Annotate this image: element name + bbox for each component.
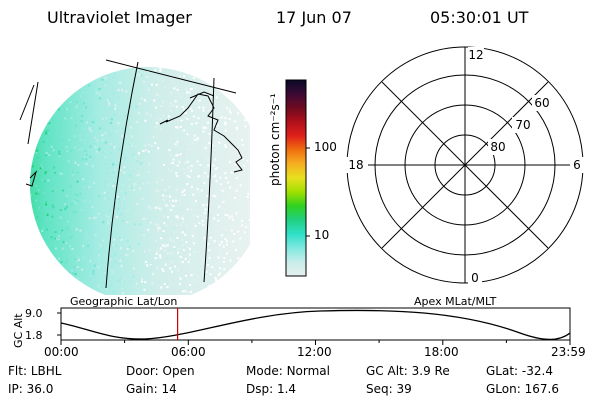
info-glat: GLat: -32.4	[486, 364, 553, 378]
info-gc-alt-value: 3.9 Re	[411, 364, 450, 378]
timeline-y-tick-max: 9.0	[25, 307, 43, 320]
mlt-label-6: 6	[573, 158, 581, 172]
info-glon-value: 167.6	[524, 382, 559, 396]
observation-date: 17 Jun 07	[276, 8, 352, 27]
info-glon-key: GLon:	[486, 382, 521, 396]
info-ip-key: IP:	[8, 382, 23, 396]
lat-label-80: 80	[490, 140, 505, 154]
info-mode: Mode: Normal	[246, 364, 330, 378]
coastline	[25, 91, 243, 187]
colorbar-tick-10: 10	[314, 228, 330, 242]
info-dsp: Dsp: 1.4	[246, 382, 296, 396]
polar-plot: 12 18 6 0 60 70 80	[346, 46, 584, 285]
info-flt-value: LBHL	[30, 364, 62, 378]
timeline-x-tick-2359: 23:59	[551, 345, 586, 359]
timeline-x-tick-0600: 06:00	[171, 345, 206, 359]
uvi-image	[19, 59, 250, 295]
info-mode-value: Normal	[286, 364, 330, 378]
info-ip-value: 36.0	[26, 382, 54, 396]
geo-grid-label: Geographic Lat/Lon	[70, 295, 178, 308]
info-glat-key: GLat:	[486, 364, 519, 378]
apex-grid-label: Apex MLat/MLT	[414, 295, 497, 308]
timeline-x-tick-1800: 18:00	[424, 345, 459, 359]
info-gain-value: 14	[161, 382, 177, 396]
mlt-label-18: 18	[348, 158, 363, 172]
mlt-label-0: 0	[471, 271, 479, 285]
timeline-x-tick-1200: 12:00	[297, 345, 332, 359]
colorbar-tick-100: 100	[314, 140, 337, 154]
timeline-y-tick-min: 1.8	[25, 329, 43, 342]
timeline-x-tick-0000: 00:00	[44, 345, 79, 359]
info-flt: Flt: LBHL	[8, 364, 61, 378]
info-glon: GLon: 167.6	[486, 382, 559, 396]
info-ip: IP: 36.0	[8, 382, 53, 396]
altitude-timeline	[57, 307, 571, 345]
info-door: Door: Open	[126, 364, 195, 378]
info-seq-key: Seq:	[366, 382, 393, 396]
geo-grid	[19, 59, 237, 289]
info-dsp-key: Dsp:	[246, 382, 274, 396]
observation-time: 05:30:01 UT	[430, 8, 529, 27]
info-gain: Gain: 14	[126, 382, 177, 396]
mlt-label-12: 12	[468, 48, 483, 62]
info-door-value: Open	[162, 364, 195, 378]
instrument-title: Ultraviolet Imager	[47, 8, 192, 27]
timeline-y-label: GC Alt	[12, 313, 25, 348]
colorbar	[285, 79, 310, 277]
info-seq-value: 39	[396, 382, 412, 396]
altitude-curve	[60, 309, 571, 341]
info-door-key: Door:	[126, 364, 159, 378]
colorbar-unit-label: photon cm⁻²s⁻¹	[268, 93, 282, 186]
info-gain-key: Gain:	[126, 382, 158, 396]
info-flt-key: Flt:	[8, 364, 27, 378]
info-gc-alt: GC Alt: 3.9 Re	[366, 364, 450, 378]
uvi-disk	[30, 67, 250, 295]
info-gc-alt-key: GC Alt:	[366, 364, 408, 378]
info-glat-value: -32.4	[521, 364, 553, 378]
info-dsp-value: 1.4	[276, 382, 297, 396]
lat-label-70: 70	[515, 118, 530, 132]
info-seq: Seq: 39	[366, 382, 412, 396]
lat-label-60: 60	[534, 96, 549, 110]
info-mode-key: Mode:	[246, 364, 283, 378]
